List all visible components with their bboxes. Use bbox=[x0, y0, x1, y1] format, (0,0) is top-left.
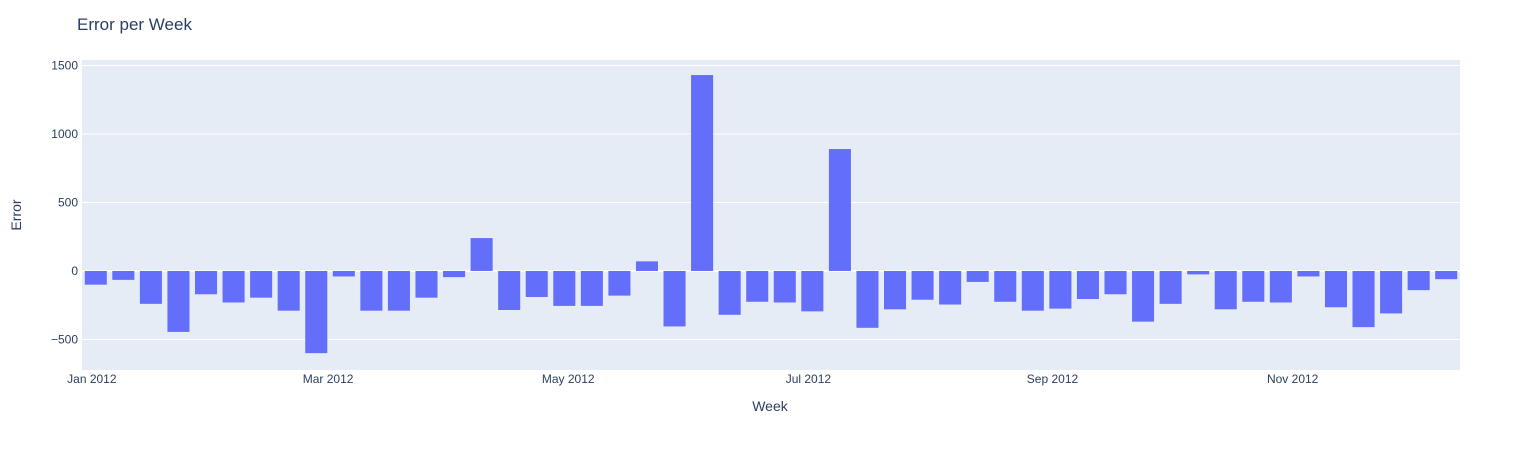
x-axis-title: Week bbox=[752, 398, 789, 414]
x-tick-label: May 2012 bbox=[542, 372, 595, 386]
bar bbox=[1187, 270, 1210, 275]
bar bbox=[415, 270, 438, 298]
bar bbox=[1242, 270, 1265, 302]
bar bbox=[1435, 270, 1458, 280]
bar bbox=[139, 270, 162, 304]
bar bbox=[718, 270, 741, 315]
bar bbox=[663, 270, 686, 327]
bar bbox=[1407, 270, 1430, 291]
y-tick-label: 1000 bbox=[51, 127, 78, 141]
bar bbox=[498, 270, 521, 310]
bar bbox=[635, 261, 659, 271]
bar bbox=[250, 270, 273, 298]
bar bbox=[1214, 270, 1237, 310]
y-axis-title: Error bbox=[8, 199, 24, 230]
bar bbox=[305, 270, 328, 354]
x-tick-label: Sep 2012 bbox=[1027, 372, 1079, 386]
bar bbox=[1021, 270, 1044, 311]
x-tick-label: Mar 2012 bbox=[303, 372, 354, 386]
bar bbox=[1132, 270, 1155, 322]
y-tick-label: −500 bbox=[51, 332, 78, 346]
bar bbox=[580, 270, 603, 306]
bar bbox=[911, 270, 934, 300]
bar bbox=[167, 270, 190, 332]
bar bbox=[828, 149, 851, 271]
bar bbox=[966, 270, 989, 282]
bar bbox=[470, 238, 493, 271]
y-tick-label: 1500 bbox=[51, 58, 78, 72]
y-tick-label: 0 bbox=[71, 264, 78, 278]
bar bbox=[856, 270, 879, 328]
bar bbox=[525, 270, 548, 297]
bar bbox=[994, 270, 1017, 302]
bar bbox=[1076, 270, 1099, 300]
bar bbox=[360, 270, 383, 311]
bar bbox=[801, 270, 824, 312]
bar bbox=[1352, 270, 1375, 328]
bar bbox=[1324, 270, 1348, 308]
bar bbox=[883, 270, 907, 310]
x-tick-label: Jul 2012 bbox=[786, 372, 832, 386]
bar bbox=[1104, 270, 1127, 295]
bar bbox=[112, 270, 135, 280]
bar bbox=[939, 270, 962, 305]
chart-title: Error per Week bbox=[77, 15, 192, 34]
bar bbox=[1159, 270, 1182, 304]
bar bbox=[277, 270, 300, 311]
bar bbox=[691, 75, 714, 271]
bar bbox=[1269, 270, 1292, 303]
bar bbox=[773, 270, 796, 303]
plot-area bbox=[82, 60, 1460, 370]
x-tick-label: Nov 2012 bbox=[1267, 372, 1319, 386]
bar bbox=[84, 270, 107, 285]
bar bbox=[608, 270, 631, 296]
bar bbox=[746, 270, 769, 302]
bar bbox=[1049, 270, 1072, 309]
bar bbox=[553, 270, 576, 306]
bar bbox=[1297, 270, 1320, 277]
bar bbox=[387, 270, 410, 311]
bar bbox=[222, 270, 245, 303]
bar bbox=[1380, 270, 1403, 314]
bar bbox=[332, 270, 355, 277]
x-tick-label: Jan 2012 bbox=[67, 372, 117, 386]
y-tick-label: 500 bbox=[58, 195, 78, 209]
bar bbox=[443, 270, 466, 278]
bar bbox=[194, 270, 218, 295]
